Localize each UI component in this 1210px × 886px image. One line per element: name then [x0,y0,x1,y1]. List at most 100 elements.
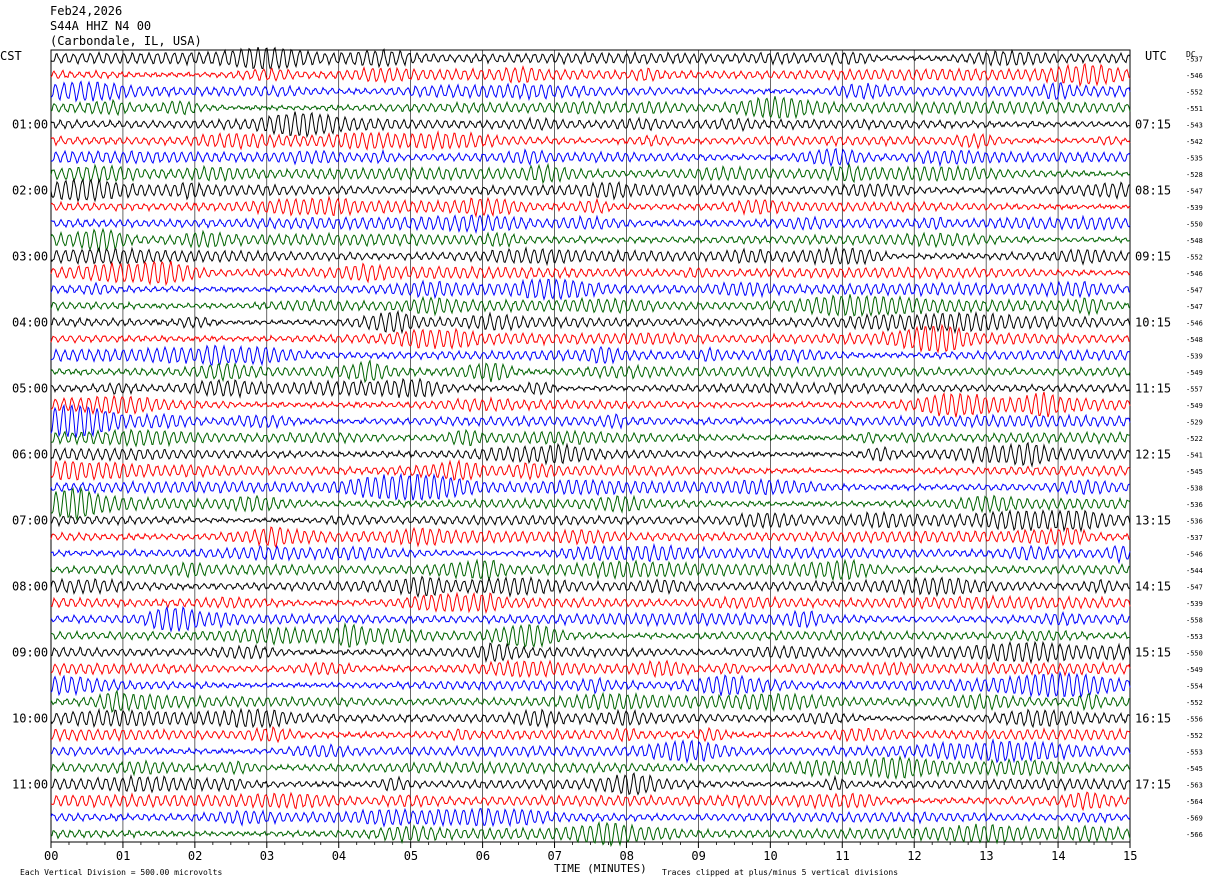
left-hour-label: 04:00 [12,315,48,329]
dc-offset-label: -558 [1186,616,1203,624]
dc-offset-label: -563 [1186,781,1203,789]
seismic-trace [50,403,1131,438]
right-hour-label: 11:15 [1135,381,1171,395]
scale-note: Each Vertical Division = 500.00 microvol… [20,868,223,877]
dc-offset-label: -553 [1186,748,1203,756]
dc-offset-label: -552 [1186,88,1203,96]
seismic-trace [50,558,1131,582]
seismic-trace [51,622,1131,649]
dc-offset-label: -535 [1186,154,1203,162]
dc-offset-label: -529 [1186,418,1203,426]
x-tick-label: 08 [620,849,634,863]
seismic-trace [50,260,1131,287]
seismic-trace [50,227,1131,253]
x-tick-label: 15 [1123,849,1137,863]
seismic-trace [50,111,1131,139]
seismic-trace [50,344,1131,367]
dc-offset-label: -564 [1186,798,1203,806]
dc-offset-label: -538 [1186,484,1203,492]
seismic-trace [50,486,1131,522]
seismic-trace [50,509,1131,533]
seismic-trace [50,755,1131,780]
right-hour-label: 15:15 [1135,645,1171,659]
left-hour-label: 09:00 [12,645,48,659]
dc-offset-label: -566 [1186,831,1203,839]
x-tick-label: 06 [476,849,490,863]
dc-offset-label: -549 [1186,666,1203,674]
dc-offset-label: -546 [1186,72,1203,80]
dc-offset-label: -549 [1186,369,1203,377]
dc-offset-label: -549 [1186,402,1203,410]
seismic-trace [50,195,1131,219]
dc-offset-label: -547 [1186,583,1203,591]
seismic-trace [50,80,1131,103]
seismic-trace [50,428,1131,448]
left-hour-label: 01:00 [12,117,48,131]
x-tick-label: 11 [835,849,849,863]
dc-offset-label: -552 [1186,732,1203,740]
dc-offset-label: -554 [1186,682,1203,690]
seismic-trace [50,309,1131,335]
seismic-trace [50,807,1131,828]
dc-offset-label: -528 [1186,171,1203,179]
dc-offset-label: -542 [1186,138,1203,146]
seismic-trace [50,147,1131,168]
seismic-trace [50,278,1131,301]
dc-offset-label: -541 [1186,451,1203,459]
seismic-trace [50,391,1131,418]
dc-offset-label: -550 [1186,220,1203,228]
x-tick-label: 04 [332,849,346,863]
seismic-trace [50,441,1131,468]
seismic-trace [51,791,1131,812]
seismic-trace [50,605,1131,633]
seismic-trace [50,689,1131,713]
right-hour-label: 07:15 [1135,117,1171,131]
dc-offset-label: -552 [1186,253,1203,261]
seismic-trace [50,670,1131,699]
seismic-trace [50,526,1131,549]
dc-offset-label: -539 [1186,204,1203,212]
dc-offset-label: -539 [1186,600,1203,608]
left-hour-label: 07:00 [12,513,48,527]
left-hour-label: 05:00 [12,381,48,395]
seismic-trace [50,575,1131,599]
seismic-trace [50,162,1131,185]
x-tick-label: 09 [691,849,705,863]
seismic-trace [50,359,1131,384]
seismic-trace [50,821,1131,848]
left-hour-label: 10:00 [12,711,48,725]
x-tick-label: 00 [44,849,58,863]
clip-note: Traces clipped at plus/minus 5 vertical … [662,868,899,877]
dc-offset-label: -545 [1186,468,1203,476]
left-hour-label: 11:00 [12,777,48,791]
right-hour-label: 12:15 [1135,447,1171,461]
right-timezone-label: UTC [1145,49,1167,63]
dc-offset-label: -550 [1186,649,1203,657]
left-timezone-label: CST [0,49,22,63]
right-hour-label: 17:15 [1135,777,1171,791]
right-hour-label: 08:15 [1135,183,1171,197]
dc-offset-label: -544 [1186,567,1203,575]
dc-offset-label: -569 [1186,814,1203,822]
dc-offset-label: -545 [1186,765,1203,773]
seismic-trace [50,459,1131,481]
dc-offset-label: -557 [1186,385,1203,393]
seismic-trace [50,177,1131,203]
right-hour-label: 09:15 [1135,249,1171,263]
x-tick-label: 07 [548,849,562,863]
x-tick-label: 05 [404,849,418,863]
dc-offset-label: -536 [1186,501,1203,509]
seismic-trace [50,246,1131,267]
dc-offset-label: -536 [1186,517,1203,525]
left-hour-label: 08:00 [12,579,48,593]
seismic-trace [50,707,1131,729]
dc-offset-label: -548 [1186,336,1203,344]
dc-offset-label: -552 [1186,699,1203,707]
right-hour-label: 13:15 [1135,513,1171,527]
seismic-trace [50,46,1131,70]
seismic-trace [50,62,1131,88]
x-tick-label: 03 [260,849,274,863]
dc-offset-label: -537 [1186,534,1203,542]
seismic-trace [50,591,1131,614]
